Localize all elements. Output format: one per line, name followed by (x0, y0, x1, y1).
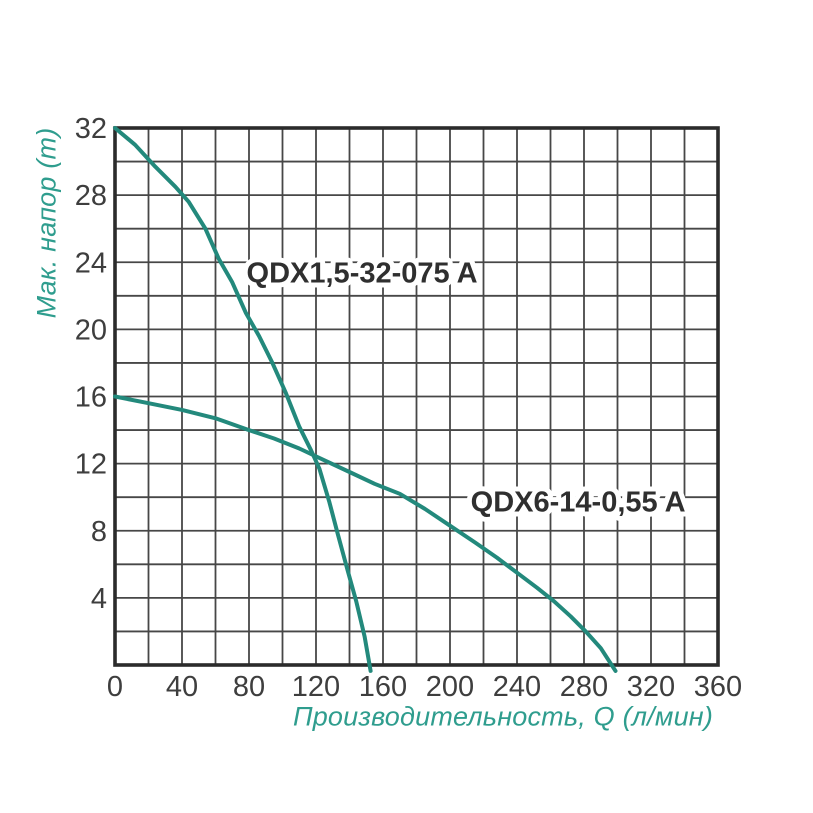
x-tick-label: 280 (560, 671, 608, 703)
y-tick-label: 16 (75, 382, 107, 414)
pump-curve-2 (113, 394, 618, 673)
x-tick-label: 0 (107, 671, 123, 703)
x-tick-label: 80 (233, 671, 265, 703)
grid-lines (115, 128, 718, 665)
x-tick-label: 40 (166, 671, 198, 703)
y-tick-label: 20 (75, 314, 107, 346)
pump-curve-1 (113, 126, 373, 673)
x-tick-label: 360 (694, 671, 742, 703)
x-tick-labels: 0 40 80 120 160 200 240 280 320 360 (107, 671, 742, 703)
y-tick-label: 12 (75, 449, 107, 481)
curve-label-1: QDX1,5-32-075 A (247, 257, 478, 289)
curve-label-2: QDX6-14-0,55 A (471, 486, 686, 518)
x-tick-label: 240 (493, 671, 541, 703)
x-tick-label: 200 (426, 671, 474, 703)
x-tick-label: 120 (292, 671, 340, 703)
y-axis-title: Мак. напор (m) (31, 127, 62, 319)
y-tick-labels: 4 8 12 16 20 24 28 32 (75, 113, 107, 615)
y-tick-label: 28 (75, 180, 107, 212)
x-axis-title: Производительность, Q (л/мин) (292, 701, 714, 732)
y-tick-label: 8 (91, 516, 107, 548)
y-tick-label: 32 (75, 113, 107, 145)
y-tick-label: 4 (91, 583, 107, 615)
x-tick-label: 320 (627, 671, 675, 703)
y-tick-label: 24 (75, 247, 107, 279)
x-tick-label: 160 (359, 671, 407, 703)
